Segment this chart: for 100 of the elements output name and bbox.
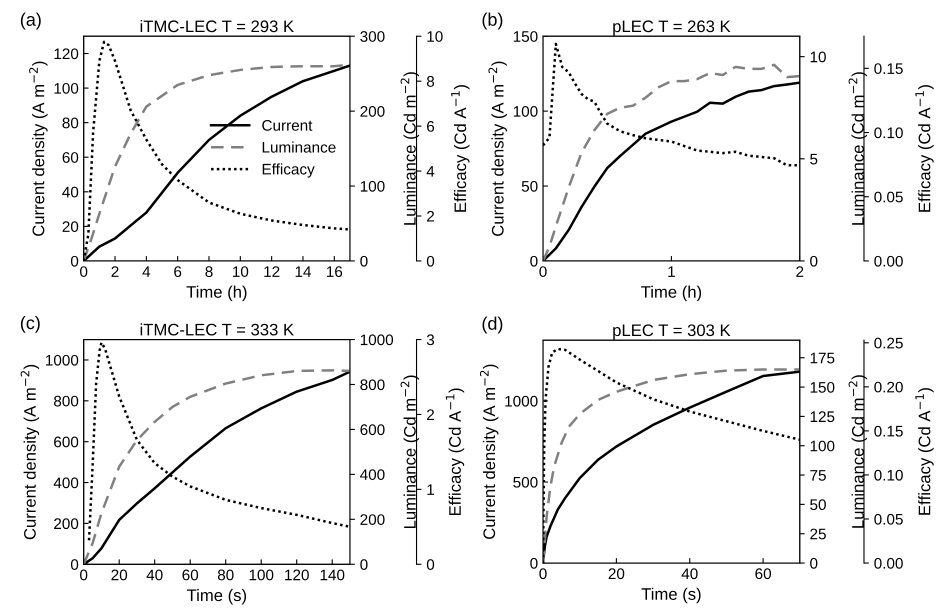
y-tick-label: 400 (54, 477, 78, 488)
y-tick-label: 0 (70, 559, 78, 570)
y3-tick-label: 0.05 (874, 514, 903, 525)
x-tick-label: 80 (218, 570, 234, 580)
y-tick-label: 100 (514, 106, 538, 117)
x-tick-label: 20 (608, 568, 624, 580)
y-axis-title: Current density (A m$^{−2}$) (29, 62, 48, 236)
y-tick-label: 0 (70, 256, 78, 267)
y2-tick-label: 50 (810, 499, 826, 510)
y-tick-label: 200 (54, 518, 78, 530)
y-tick-label: 60 (62, 152, 78, 163)
y3-axis-title: Efficacy (Cd A$^{−1}$) (915, 388, 934, 515)
y3-tick-label: 0.10 (874, 470, 903, 481)
text: (d) (482, 316, 502, 334)
x-axis-title: Time (h) (641, 286, 702, 302)
y3-axis-title: Efficacy (Cd A$^{−1}$) (446, 388, 464, 516)
y3-tick-label: 0.00 (874, 558, 903, 569)
y-tick-label: 80 (62, 118, 78, 128)
x-tick-label: 40 (146, 570, 163, 580)
x-tick-label: 12 (264, 266, 280, 277)
y2-tick-label: 200 (360, 514, 385, 526)
y2-tick-label: 100 (810, 440, 834, 452)
text: (a) (20, 12, 41, 30)
x-tick-label: 0 (539, 266, 547, 278)
x-tick-label: 120 (285, 570, 309, 580)
y3-tick-label: 0 (426, 559, 434, 570)
y2-tick-label: 25 (810, 528, 826, 540)
legend-label: Efficacy (262, 163, 315, 178)
x-tick-label: 60 (755, 568, 772, 580)
x-tick-label: 60 (182, 570, 198, 580)
y2-tick-label: 300 (360, 31, 385, 42)
y3-tick-label: 0.25 (874, 338, 903, 348)
legend-label: Luminance (262, 141, 336, 153)
y-tick-label: 800 (54, 396, 78, 407)
x-tick-label: 2 (796, 266, 804, 277)
x-tick-label: 16 (326, 266, 342, 278)
x-tick-label: 40 (682, 568, 698, 580)
x-tick-label: 6 (174, 266, 182, 278)
y3-axis-title: Efficacy (Cd A$^{−1}$) (915, 85, 934, 212)
y-tick-label: 100 (54, 82, 78, 94)
y3-tick-label: 0 (426, 256, 434, 267)
x-tick-label: 14 (296, 266, 312, 277)
x-axis-title: Time (s) (642, 588, 701, 604)
y-tick-label: 500 (513, 476, 538, 488)
y2-tick-label: 600 (360, 424, 385, 436)
text: (c) (20, 316, 40, 333)
y2-tick-label: 200 (360, 106, 385, 117)
y-tick-label: 1000 (505, 396, 538, 407)
x-axis-title: Time (h) (186, 286, 246, 302)
x-tick-label: 4 (142, 266, 150, 277)
y3-tick-label: 10 (427, 31, 443, 42)
y2-tick-label: 175 (810, 352, 834, 364)
y-tick-label: 1000 (46, 354, 78, 366)
y2-tick-label: 0 (360, 559, 368, 570)
chart-title: pLEC T = 263 K (613, 20, 730, 36)
x-tick-label: 100 (250, 570, 274, 580)
x-axis-title: Time (s) (186, 588, 246, 604)
x-tick-label: 8 (205, 266, 213, 278)
y3-tick-label: 2 (427, 409, 434, 420)
legend-label: Current (262, 120, 312, 131)
y3-tick-label: 2 (427, 210, 434, 222)
x-tick-label: 140 (320, 570, 344, 580)
y3-tick-label: 0.05 (874, 192, 903, 202)
y2-tick-label: 0 (360, 256, 368, 267)
y3-tick-label: 6 (427, 120, 434, 132)
y-tick-label: 0 (530, 558, 538, 569)
chart-title: pLEC T = 303 K (613, 324, 730, 340)
y-tick-label: 0 (530, 256, 538, 267)
y-axis-title: Current density (A m$^{−2}$) (488, 62, 507, 236)
y3-tick-label: 0.00 (874, 256, 903, 267)
chart-title: iTMC-LEC T = 293 K (140, 20, 294, 32)
x-tick-label: 20 (111, 570, 128, 580)
y-tick-label: 120 (54, 48, 78, 60)
y2-tick-label: 1000 (360, 334, 394, 346)
y3-axis-title: Efficacy (Cd A$^{−1}$) (451, 85, 470, 212)
y2-tick-label: 125 (810, 411, 834, 422)
chart-title: iTMC-LEC T = 333 K (140, 323, 294, 336)
y3-tick-label: 0.20 (874, 382, 903, 393)
y-tick-label: 600 (54, 436, 78, 448)
y3-tick-label: 0.10 (874, 127, 903, 138)
y2-tick-label: 400 (360, 469, 385, 480)
x-tick-label: 10 (232, 266, 248, 278)
y2-tick-label: 75 (810, 470, 826, 481)
y2-tick-label: 100 (360, 180, 385, 192)
y-axis-title: Current density (A m$^{−2}$) (480, 364, 498, 539)
y3-tick-label: 3 (426, 334, 434, 346)
x-tick-label: 1 (668, 266, 675, 277)
y2-tick-label: 0 (810, 558, 818, 569)
y3-tick-label: 8 (426, 76, 434, 87)
y3-tick-label: 0.15 (874, 63, 903, 74)
y2-tick-label: 0 (810, 256, 818, 267)
y-tick-label: 50 (522, 180, 538, 192)
y2-tick-label: 150 (810, 382, 834, 393)
y2-tick-label: 10 (810, 52, 826, 62)
y-tick-label: 150 (514, 31, 538, 42)
y3-tick-label: 1 (427, 484, 434, 495)
y-tick-label: 20 (62, 221, 78, 232)
text: (b) (482, 12, 502, 30)
y-axis-title: Current density (A m$^{−2}$) (20, 364, 40, 540)
y3-tick-label: 4 (426, 166, 434, 177)
